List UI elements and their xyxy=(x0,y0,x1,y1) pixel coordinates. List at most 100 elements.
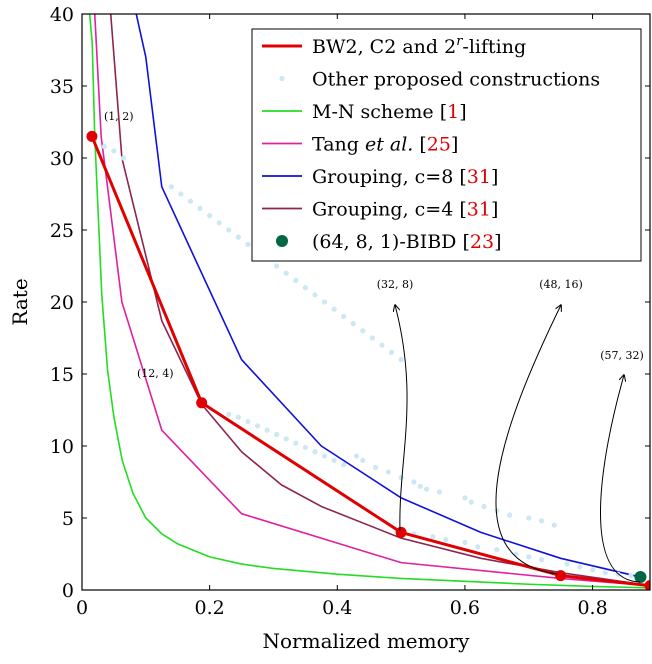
annotation: (57, 32) xyxy=(600,349,644,583)
annotation: (1, 2) xyxy=(104,110,134,123)
scatter-dot xyxy=(178,191,184,197)
scatter-dot xyxy=(360,457,366,463)
annotation-arrow xyxy=(395,305,408,532)
x-tick-label: 0 xyxy=(76,597,88,619)
scatter-dot xyxy=(436,489,442,495)
scatter-dot xyxy=(430,534,436,540)
legend-swatch xyxy=(279,75,285,82)
series-tang-et-al-25 xyxy=(93,14,650,587)
scatter-dot xyxy=(293,440,299,446)
legend-label: Grouping, c=4 [31] xyxy=(312,199,498,221)
legend-item-other-proposed-constructions: Other proposed constructions xyxy=(279,69,600,91)
y-axis-label: Rate xyxy=(8,278,32,325)
scatter-dot xyxy=(120,155,127,161)
data-point xyxy=(644,580,650,590)
series-line xyxy=(88,14,650,589)
data-point xyxy=(555,570,567,582)
scatter-dot xyxy=(245,418,251,425)
scatter-dot xyxy=(312,449,318,455)
annotation-label: (57, 32) xyxy=(600,349,644,362)
legend-box xyxy=(251,28,642,262)
scatter-dot xyxy=(443,537,449,543)
legend: BW2, C2 and 2r-lifting Other proposed con… xyxy=(251,28,642,262)
scatter-dot xyxy=(481,503,487,510)
x-tick-label: 0.4 xyxy=(322,597,352,619)
scatter-dot xyxy=(360,328,366,334)
legend-label: Tang et al. [25] xyxy=(312,134,458,156)
scatter-dot xyxy=(331,457,337,463)
y-tick-label: 0 xyxy=(62,580,74,602)
scatter-dot xyxy=(197,205,203,211)
scatter-dot xyxy=(411,479,417,485)
scatter-dot xyxy=(341,313,347,319)
annotation-label: (1, 2) xyxy=(104,110,134,123)
scatter-dot xyxy=(341,462,347,468)
scatter-dot xyxy=(264,427,270,433)
data-point xyxy=(395,526,407,538)
series-other-proposed-constructions xyxy=(92,138,644,580)
legend-label: BW2, C2 and 2r-lifting xyxy=(312,34,526,58)
scatter-dot xyxy=(321,453,328,459)
y-tick-label: 30 xyxy=(50,148,74,170)
scatter-dot xyxy=(111,148,117,154)
series-line xyxy=(109,14,641,586)
scatter-dot xyxy=(168,184,174,190)
scatter-dot xyxy=(526,554,532,560)
legend-label: Grouping, c=8 [31] xyxy=(312,166,498,188)
scatter-dot xyxy=(494,508,500,514)
y-tick-label: 25 xyxy=(50,220,74,242)
scatter-dot xyxy=(254,423,261,429)
legend-label: Other proposed constructions xyxy=(312,69,600,91)
scatter-dot xyxy=(321,299,328,305)
bibd-point xyxy=(634,571,647,584)
legend-label: (64, 8, 1)-BIBD [23] xyxy=(312,231,501,253)
scatter-dot xyxy=(235,234,241,240)
scatter-dot xyxy=(274,431,280,438)
scatter-dot xyxy=(506,512,513,518)
scatter-dot xyxy=(462,539,468,546)
annotation: (12, 4) xyxy=(137,367,174,380)
y-tick-label: 10 xyxy=(50,436,74,458)
scatter-dot xyxy=(538,518,545,524)
scatter-dot xyxy=(398,357,404,363)
series-line xyxy=(135,14,641,578)
annotation: (32, 8) xyxy=(377,278,414,532)
scatter-dot xyxy=(475,544,481,550)
legend-item-64-8-1-bibd-23: (64, 8, 1)-BIBD [23] xyxy=(276,231,501,253)
series-m-n-scheme-1 xyxy=(88,14,650,589)
legend-item-grouping-c-4-31: Grouping, c=4 [31] xyxy=(262,199,498,221)
annotation-arrow xyxy=(600,375,641,583)
x-tick-label: 0.8 xyxy=(577,597,607,619)
scatter-dot xyxy=(187,198,194,204)
scatter-dot xyxy=(369,335,375,341)
series-bw2-c2-and-2-r-lifting xyxy=(86,130,650,590)
scatter-dot xyxy=(274,263,280,269)
series-grouping-c-8-31 xyxy=(135,14,641,578)
annotation-label: (48, 16) xyxy=(539,278,583,291)
scatter-dot xyxy=(207,213,213,219)
scatter-dot xyxy=(283,270,289,276)
legend-item-bw2-c2-and-2-r-lifting: BW2, C2 and 2r-lifting xyxy=(262,34,526,58)
series-grouping-c-4-31 xyxy=(109,14,641,586)
y-tick-label: 5 xyxy=(62,508,74,530)
scatter-dot xyxy=(372,465,379,471)
data-point xyxy=(86,130,98,142)
scatter-dot xyxy=(226,227,232,233)
scatter-dot xyxy=(468,499,474,505)
data-point xyxy=(196,397,208,409)
scatter-dot xyxy=(385,469,391,475)
legend-item-m-n-scheme-1: M-N scheme [1] xyxy=(262,101,467,123)
scatter-dot xyxy=(283,436,289,442)
scatter-dot xyxy=(245,241,251,247)
scatter-dot xyxy=(379,342,385,348)
scatter-dot xyxy=(331,306,337,312)
scatter-dot xyxy=(235,414,241,420)
annotation-label: (32, 8) xyxy=(377,278,414,291)
series-line xyxy=(93,14,650,587)
legend-item-tang-et-al-25: Tang et al. [25] xyxy=(262,134,458,156)
scatter-dot xyxy=(398,475,404,481)
legend-label: M-N scheme [1] xyxy=(312,101,467,123)
x-tick-label: 0.2 xyxy=(195,597,225,619)
annotation: (48, 16) xyxy=(495,278,583,575)
